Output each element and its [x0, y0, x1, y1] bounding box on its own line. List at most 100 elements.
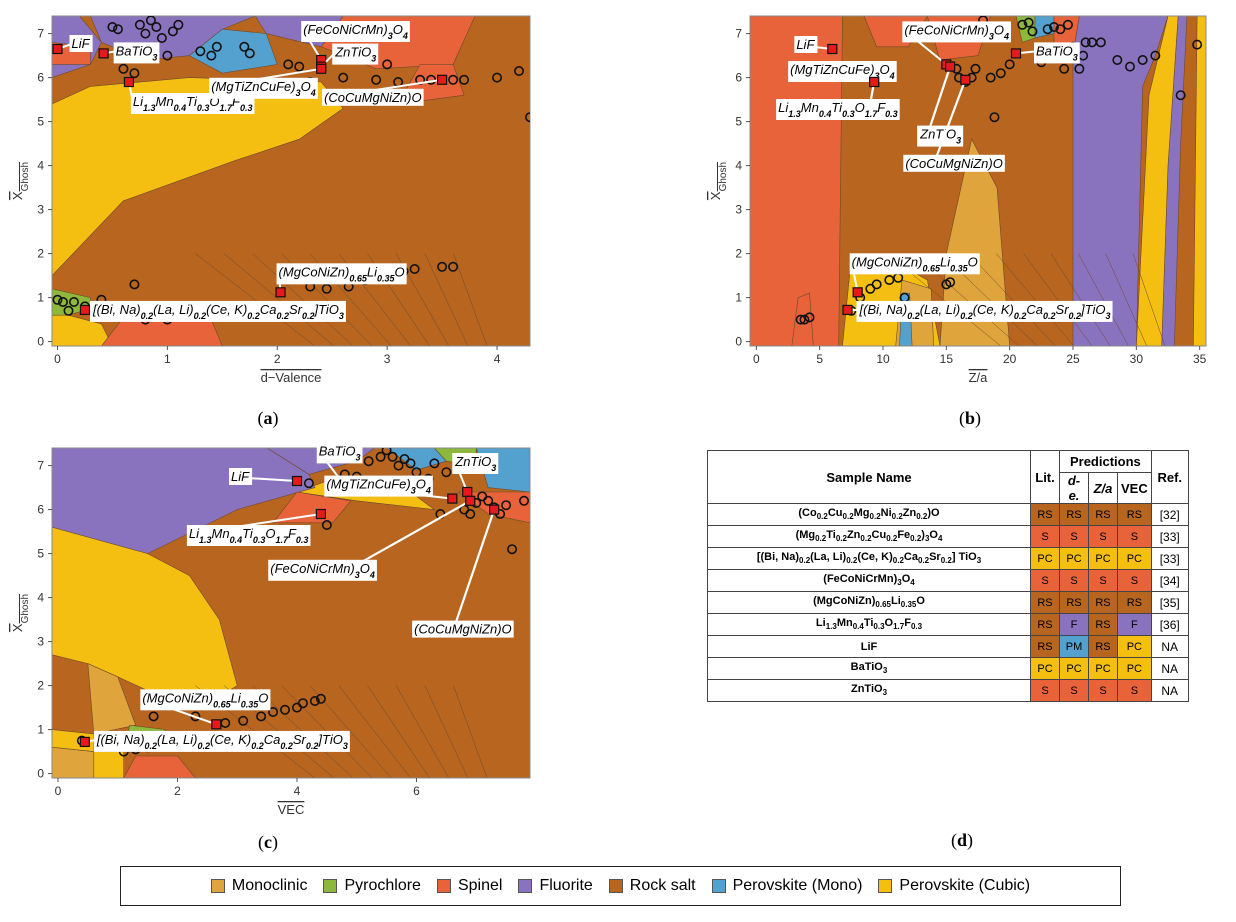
phase-code-cell-de: S [1059, 525, 1089, 548]
training-point [1095, 37, 1106, 48]
panel-tag-a: (a) [257, 408, 279, 428]
x-tick-label: 15 [940, 352, 954, 366]
sample-label: Li1.3Mn0.4Ti0.3O1.7F0.3 [133, 94, 253, 113]
sample-label: LiF [71, 36, 90, 51]
region-boundary [1132, 253, 1166, 346]
training-point [1137, 54, 1148, 65]
training-point [1062, 19, 1073, 30]
sample-label: LiF [231, 469, 250, 484]
sample-label: [(Bi, Na)0.2(La, Li)0.2(Ce, K)0.2Ca0.2Sr… [92, 302, 344, 321]
sample-marker [489, 504, 500, 515]
sample-marker [852, 287, 863, 298]
training-point [206, 50, 217, 61]
table-row: Li1.3Mn0.4Ti0.3O1.7F0.3 RS F RS F [36] [707, 613, 1189, 636]
phase-code-cell-lit: RS [1030, 613, 1060, 636]
training-point [393, 460, 404, 471]
legend-item: Pyrochlore [323, 877, 421, 895]
training-point [970, 63, 981, 74]
reference-cell: [36] [1150, 613, 1189, 636]
training-point [804, 312, 815, 323]
sample-label-background [209, 77, 318, 99]
phase-code-cell-vec: PC [1117, 635, 1152, 658]
sample-marker [315, 508, 326, 520]
phase-regions [52, 16, 530, 346]
training-point [995, 68, 1006, 79]
phase-code-cell-de: S [1059, 569, 1089, 592]
training-point [519, 495, 530, 506]
sample-label: Li1.3Mn0.4Ti0.3O1.7F0.3 [778, 100, 898, 119]
phase-code-cell-de: RS [1059, 503, 1089, 526]
phase-code-cell-za: PC [1088, 547, 1118, 570]
sample-label-background [89, 300, 346, 322]
sample-label-background [301, 21, 410, 42]
region-boundary [1105, 253, 1147, 346]
phase-code-cell-lit: PC [1030, 547, 1060, 570]
training-point [483, 495, 494, 506]
y-tick-label: 1 [735, 291, 742, 305]
phase-code-cell-vec: S [1117, 569, 1152, 592]
training-point [309, 695, 320, 706]
table-row: (Co0.2Cu0.2Mg0.2Ni0.2Zn0.2)O RS RS RS RS [32] [707, 503, 1189, 526]
training-point [173, 19, 184, 30]
training-point [501, 500, 512, 511]
training-point [244, 48, 255, 59]
phase-region-monoclinic [87, 663, 137, 735]
legend-label: Perovskite (Cubic) [899, 877, 1031, 894]
legend-label: Perovskite (Mono) [732, 877, 863, 894]
training-point [1027, 26, 1038, 37]
x-tick-label: 5 [816, 352, 823, 366]
sample-label: (MgTiZnCuFe)3O4 [211, 79, 316, 98]
y-tick-label: 5 [735, 115, 742, 129]
table-row: LiF RS PM RS PC NA [707, 635, 1189, 658]
reference-cell: [34] [1150, 569, 1189, 592]
sample-name-cell: Li1.3Mn0.4Ti0.3O1.7F0.3 [707, 613, 1031, 636]
training-point [268, 706, 279, 717]
legend-swatch [210, 879, 225, 893]
reference-cell: [33] [1150, 525, 1189, 548]
sample-marker [447, 493, 458, 504]
phase-code-cell-lit: PC [1030, 657, 1060, 680]
training-point [1023, 17, 1034, 28]
header-de: d-e. [1059, 472, 1089, 504]
phase-code-cell-lit: RS [1030, 591, 1060, 614]
plot-frame [51, 15, 531, 347]
training-point [1055, 24, 1066, 35]
sample-marker [960, 74, 971, 85]
x-tick-label: 6 [413, 784, 420, 798]
x-tick-label: 0 [55, 784, 62, 798]
x-tick-label: 4 [294, 784, 301, 798]
sample-label: (CoCuMgNiZn)O [414, 622, 512, 637]
x-axis-title: VEC [278, 802, 305, 817]
training-point [239, 41, 250, 52]
training-point [426, 74, 437, 85]
training-point [211, 41, 222, 52]
training-point [1048, 21, 1059, 32]
y-tick-label: 3 [37, 203, 44, 217]
training-point [525, 112, 530, 123]
legend-swatch [711, 879, 726, 893]
region-boundary [453, 253, 488, 346]
sample-marker [465, 495, 476, 506]
training-point [492, 72, 503, 83]
training-point [315, 693, 326, 704]
phase-code-cell-za: RS [1088, 613, 1118, 636]
sample-label: BaTiO3 [116, 43, 158, 62]
training-point [148, 711, 159, 722]
sample-label-background [316, 442, 363, 464]
table-row: (MgCoNiZn)0.65Li0.35O RS RS RS RS [35] [707, 591, 1189, 614]
training-point [1004, 59, 1015, 70]
phase-code-cell-lit: S [1030, 525, 1060, 548]
legend-label: Monoclinic [231, 877, 308, 894]
phase-region-perovskite-cubic- [1193, 16, 1206, 346]
sample-label: [(Bi, Na)0.2(La, Li)0.2(Ce, K)0.2Ca0.2Sr… [859, 302, 1111, 321]
phase-code-cell-lit: RS [1030, 503, 1060, 526]
prediction-table-body: (Co0.2Cu0.2Mg0.2Ni0.2Zn0.2)O RS RS RS RS [32]… [707, 503, 1189, 702]
legend-item: Perovskite (Mono) [711, 877, 863, 895]
phase-region-spinel [272, 491, 352, 524]
training-point [1175, 90, 1186, 101]
sample-name-cell: (MgCoNiZn)0.65Li0.35O [707, 591, 1031, 614]
x-tick-label: 0 [54, 352, 61, 366]
panel-tag-b: (b) [958, 408, 981, 428]
y-tick-label: 4 [735, 159, 742, 173]
region-boundary [1078, 253, 1129, 346]
